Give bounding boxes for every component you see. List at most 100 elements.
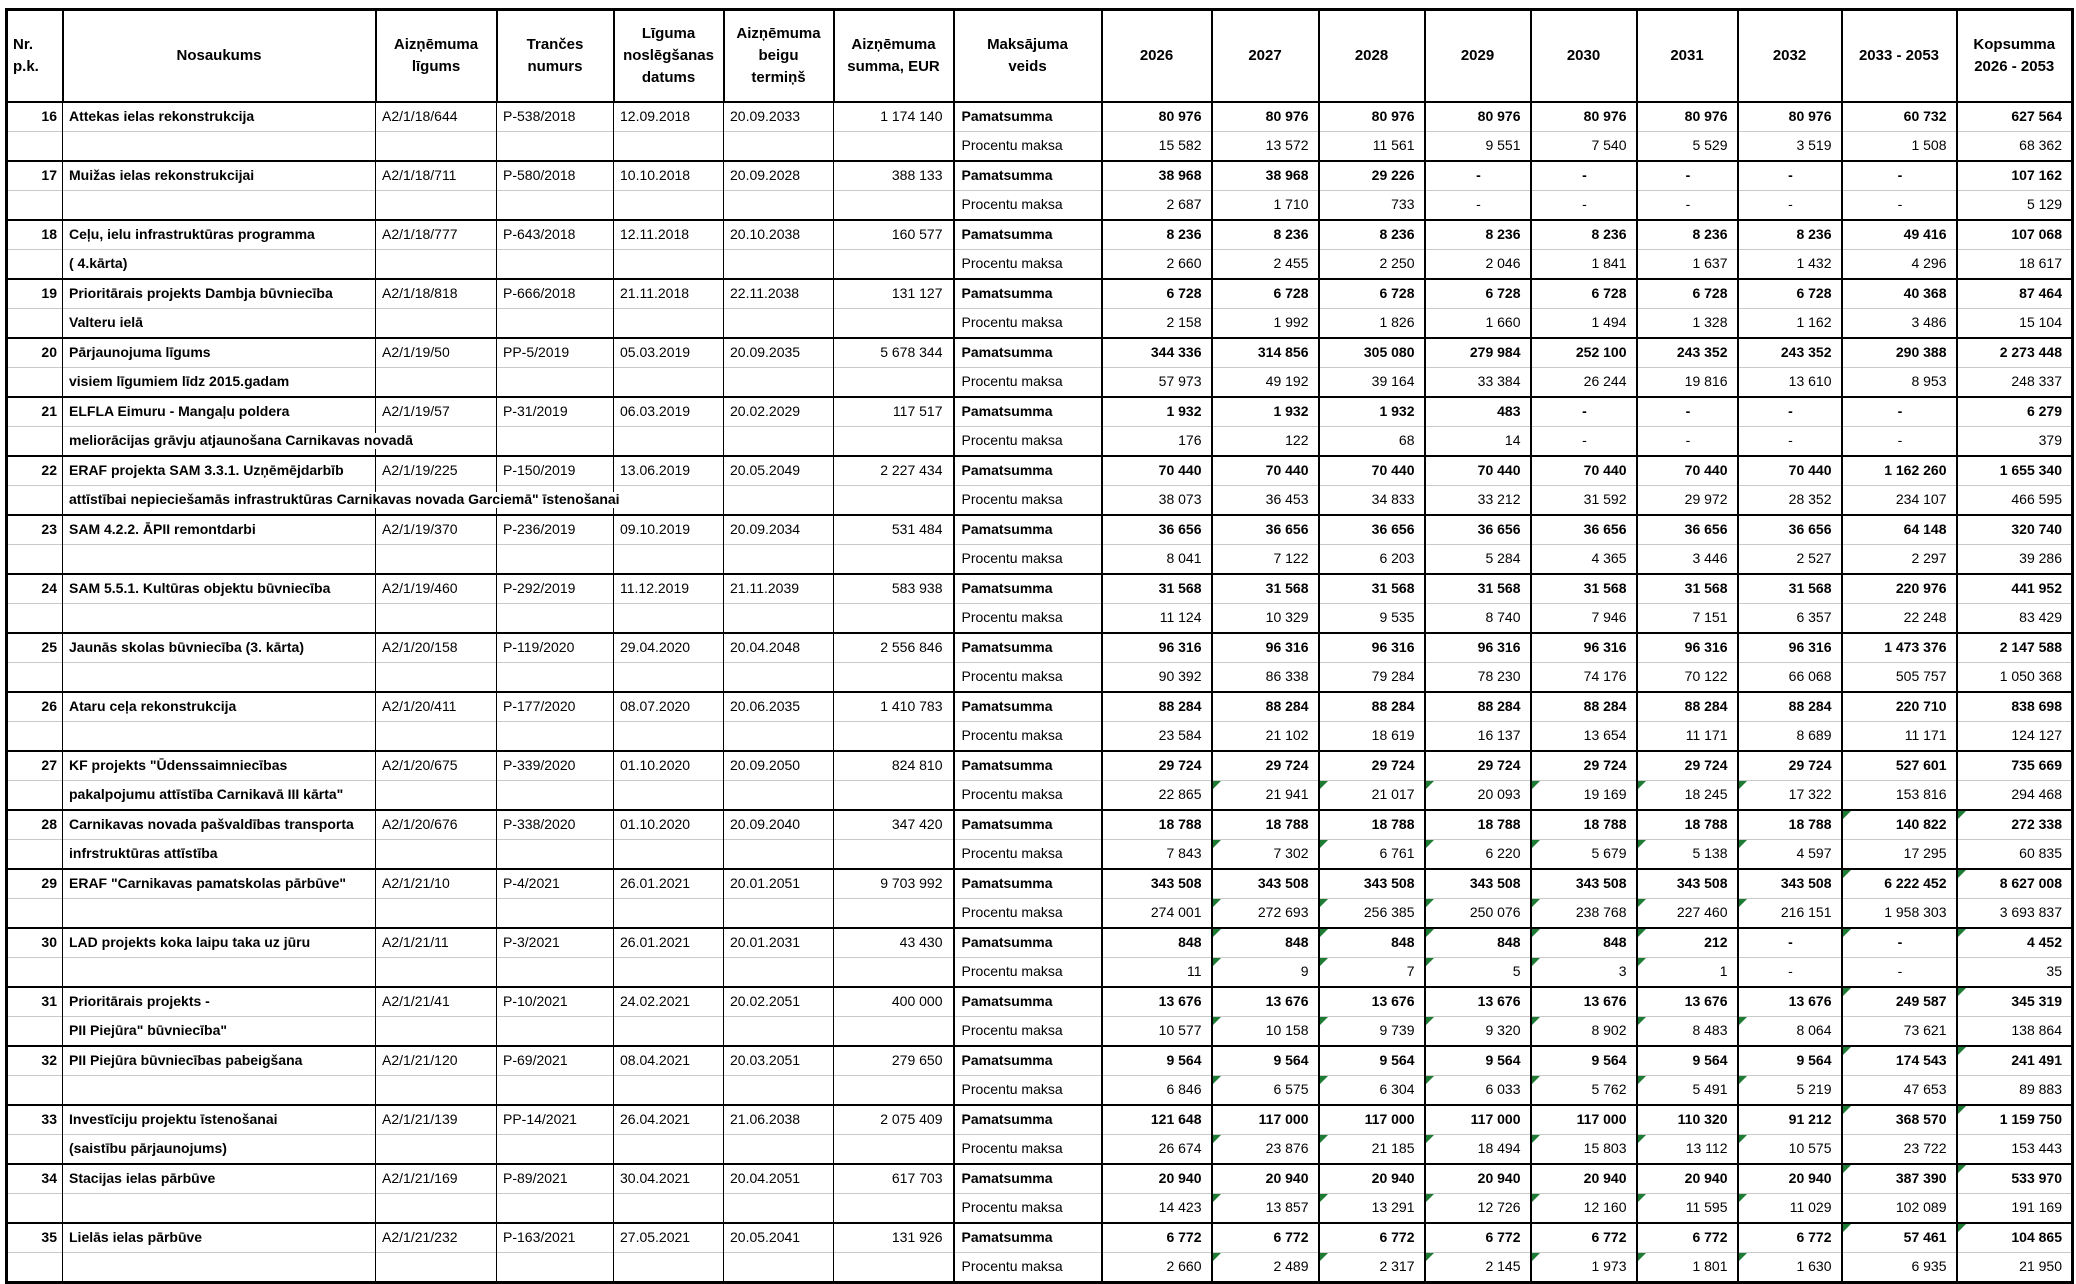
cell-2032: 80 976	[1736, 101, 1842, 132]
cell-name-line2	[62, 662, 376, 692]
cell-termins	[723, 249, 834, 279]
cell-2033-2053: 47 653	[1840, 1075, 1957, 1105]
cell-2026: 274 001	[1100, 898, 1212, 928]
cell-nr	[6, 190, 63, 220]
loan-row-23-principal: 23 SAM 4.2.2. ĀPII remontdarbi A2/1/19/370…	[6, 514, 2073, 545]
cell-2031: 80 976	[1635, 101, 1738, 132]
cell-2026: 23 584	[1100, 721, 1212, 751]
cell-2031: 5 138	[1635, 839, 1738, 869]
cell-nr	[6, 426, 63, 456]
cell-datums: 09.10.2019	[613, 514, 724, 545]
cell-nr: 32	[6, 1045, 63, 1076]
cell-nr	[6, 898, 63, 928]
cell-2029: 2 046	[1423, 249, 1531, 279]
cell-name: Prioritārais projekts -	[62, 986, 376, 1017]
loan-row-21-principal: 21 ELFLA Eimuru - Mangaļu poldera A2/1/19/…	[6, 396, 2073, 427]
cell-2029: 20 940	[1423, 1163, 1531, 1194]
cell-2027: 21 102	[1210, 721, 1319, 751]
cell-2031: 212	[1635, 927, 1738, 958]
cell-2028: 305 080	[1317, 337, 1425, 368]
cell-kopsumma: 8 627 008	[1955, 868, 2073, 899]
cell-ligums	[375, 839, 497, 869]
loan-row-20-interest: visiem līgumiem līdz 2015.gadam Procentu …	[6, 367, 2073, 397]
cell-2031: 20 940	[1635, 1163, 1738, 1194]
cell-kopsumma: 1 655 340	[1955, 455, 2073, 486]
cell-summa	[833, 131, 954, 161]
cell-2028: 13 291	[1317, 1193, 1425, 1223]
cell-payment-type: Pamatsumma	[952, 337, 1102, 368]
cell-summa	[833, 662, 954, 692]
cell-2033-2053: 49 416	[1840, 219, 1957, 250]
cell-name: Ceļu, ielu infrastruktūras programma	[62, 219, 376, 250]
cell-2027: 6 575	[1210, 1075, 1319, 1105]
cell-payment-type: Procentu maksa	[952, 662, 1102, 692]
cell-payment-type: Procentu maksa	[952, 780, 1102, 810]
cell-name: SAM 4.2.2. ĀPII remontdarbi	[62, 514, 376, 545]
loan-row-28-interest: infrstruktūras attīstība Procentu maksa 7 …	[6, 839, 2073, 869]
cell-ligums	[375, 190, 497, 220]
cell-payment-type: Pamatsumma	[952, 691, 1102, 722]
cell-2027: 1 992	[1210, 308, 1319, 338]
cell-termins: 20.09.2050	[723, 750, 834, 781]
col-header-2026: 2026	[1100, 8, 1213, 103]
cell-2029: 78 230	[1423, 662, 1531, 692]
cell-2028: 21 185	[1317, 1134, 1425, 1164]
cell-kopsumma: 21 950	[1955, 1252, 2073, 1283]
cell-kopsumma: 2 147 588	[1955, 632, 2073, 663]
cell-trance: P-339/2020	[496, 750, 614, 781]
cell-nr: 23	[6, 514, 63, 545]
cell-2028: 6 728	[1317, 278, 1425, 309]
col-header-2027: 2027	[1210, 8, 1320, 103]
cell-2032: 8 236	[1736, 219, 1842, 250]
cell-2029: 33 212	[1423, 485, 1531, 515]
cell-payment-type: Pamatsumma	[952, 101, 1102, 132]
cell-datums	[613, 485, 724, 515]
cell-nr: 35	[6, 1222, 63, 1253]
cell-summa	[833, 1016, 954, 1046]
cell-termins: 20.10.2038	[723, 219, 834, 250]
cell-nr	[6, 839, 63, 869]
cell-datums: 26.01.2021	[613, 927, 724, 958]
cell-2031: -	[1635, 190, 1738, 220]
cell-kopsumma: 68 362	[1955, 131, 2073, 161]
cell-datums	[613, 721, 724, 751]
cell-ligums: A2/1/19/460	[375, 573, 497, 604]
cell-2031: 13 676	[1635, 986, 1738, 1017]
cell-nr: 19	[6, 278, 63, 309]
cell-termins: 21.11.2039	[723, 573, 834, 604]
cell-2031: 18 788	[1635, 809, 1738, 840]
cell-ligums: A2/1/19/57	[375, 396, 497, 427]
cell-2029: 279 984	[1423, 337, 1531, 368]
cell-payment-type: Procentu maksa	[952, 1075, 1102, 1105]
cell-2031: 343 508	[1635, 868, 1738, 899]
cell-2033-2053: 11 171	[1840, 721, 1957, 751]
cell-summa	[833, 544, 954, 574]
cell-2030: 19 169	[1529, 780, 1637, 810]
cell-2033-2053: 220 710	[1840, 691, 1957, 722]
cell-nr: 31	[6, 986, 63, 1017]
cell-2031: 1 328	[1635, 308, 1738, 338]
cell-2029: 9 564	[1423, 1045, 1531, 1076]
cell-summa	[833, 249, 954, 279]
cell-2031: 5 491	[1635, 1075, 1738, 1105]
cell-payment-type: Procentu maksa	[952, 367, 1102, 397]
cell-2030: 7 946	[1529, 603, 1637, 633]
cell-2026: 1 932	[1100, 396, 1212, 427]
cell-nr	[6, 1193, 63, 1223]
col-header-kopsumma: Kopsumma 2026 - 2053	[1955, 8, 2074, 103]
cell-2029: 2 145	[1423, 1252, 1531, 1283]
cell-2029: 29 724	[1423, 750, 1531, 781]
cell-name: Prioritārais projekts Dambja būvniecība	[62, 278, 376, 309]
cell-trance	[496, 249, 614, 279]
cell-2030: 31 592	[1529, 485, 1637, 515]
cell-kopsumma: 1 050 368	[1955, 662, 2073, 692]
cell-2032: 1 630	[1736, 1252, 1842, 1283]
cell-nr	[6, 780, 63, 810]
cell-nr	[6, 308, 63, 338]
cell-2031: 11 595	[1635, 1193, 1738, 1223]
cell-kopsumma: 294 468	[1955, 780, 2073, 810]
cell-datums: 21.11.2018	[613, 278, 724, 309]
cell-2032: 6 357	[1736, 603, 1842, 633]
cell-kopsumma: 15 104	[1955, 308, 2073, 338]
cell-2033-2053: 3 486	[1840, 308, 1957, 338]
